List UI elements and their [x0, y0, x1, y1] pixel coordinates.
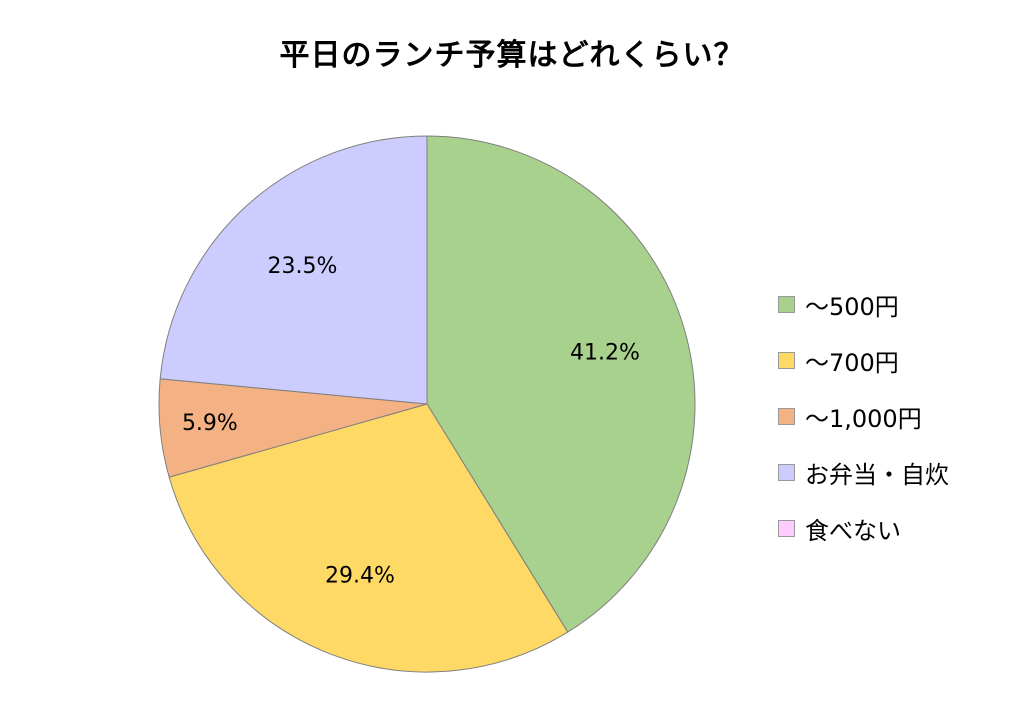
data-label-500: 41.2%	[570, 341, 640, 366]
legend-swatch-1000	[778, 407, 795, 425]
legend-label-none: 食べない	[805, 516, 901, 545]
legend-label-700: ～700円	[805, 348, 899, 377]
legend-item-bento: お弁当・自炊	[778, 444, 949, 500]
legend: ～500円 ～700円 ～1,000円 お弁当・自炊 食べない	[778, 276, 949, 556]
legend-swatch-none	[778, 519, 795, 537]
legend-item-500: ～500円	[778, 276, 949, 332]
legend-item-1000: ～1,000円	[778, 388, 949, 444]
legend-label-bento: お弁当・自炊	[805, 460, 949, 489]
pie-slices	[158, 135, 696, 673]
pie-slice-bento	[159, 135, 428, 405]
data-label-700: 29.4%	[325, 563, 395, 588]
data-label-bento: 23.5%	[268, 254, 338, 279]
legend-swatch-bento	[778, 463, 795, 481]
legend-item-700: ～700円	[778, 332, 949, 388]
legend-label-1000: ～1,000円	[805, 404, 922, 433]
pie-data-labels: 41.2% 29.4% 5.9% 23.5%	[182, 254, 640, 588]
legend-swatch-500	[778, 295, 795, 313]
data-label-1000: 5.9%	[182, 411, 238, 436]
legend-label-500: ～500円	[805, 292, 899, 321]
pie-slice-500	[426, 135, 696, 633]
pie-slice-700	[168, 403, 569, 673]
chart-title: 平日のランチ予算はどれくらい？	[279, 38, 745, 73]
legend-swatch-700	[778, 351, 795, 369]
legend-item-none: 食べない	[778, 500, 949, 556]
